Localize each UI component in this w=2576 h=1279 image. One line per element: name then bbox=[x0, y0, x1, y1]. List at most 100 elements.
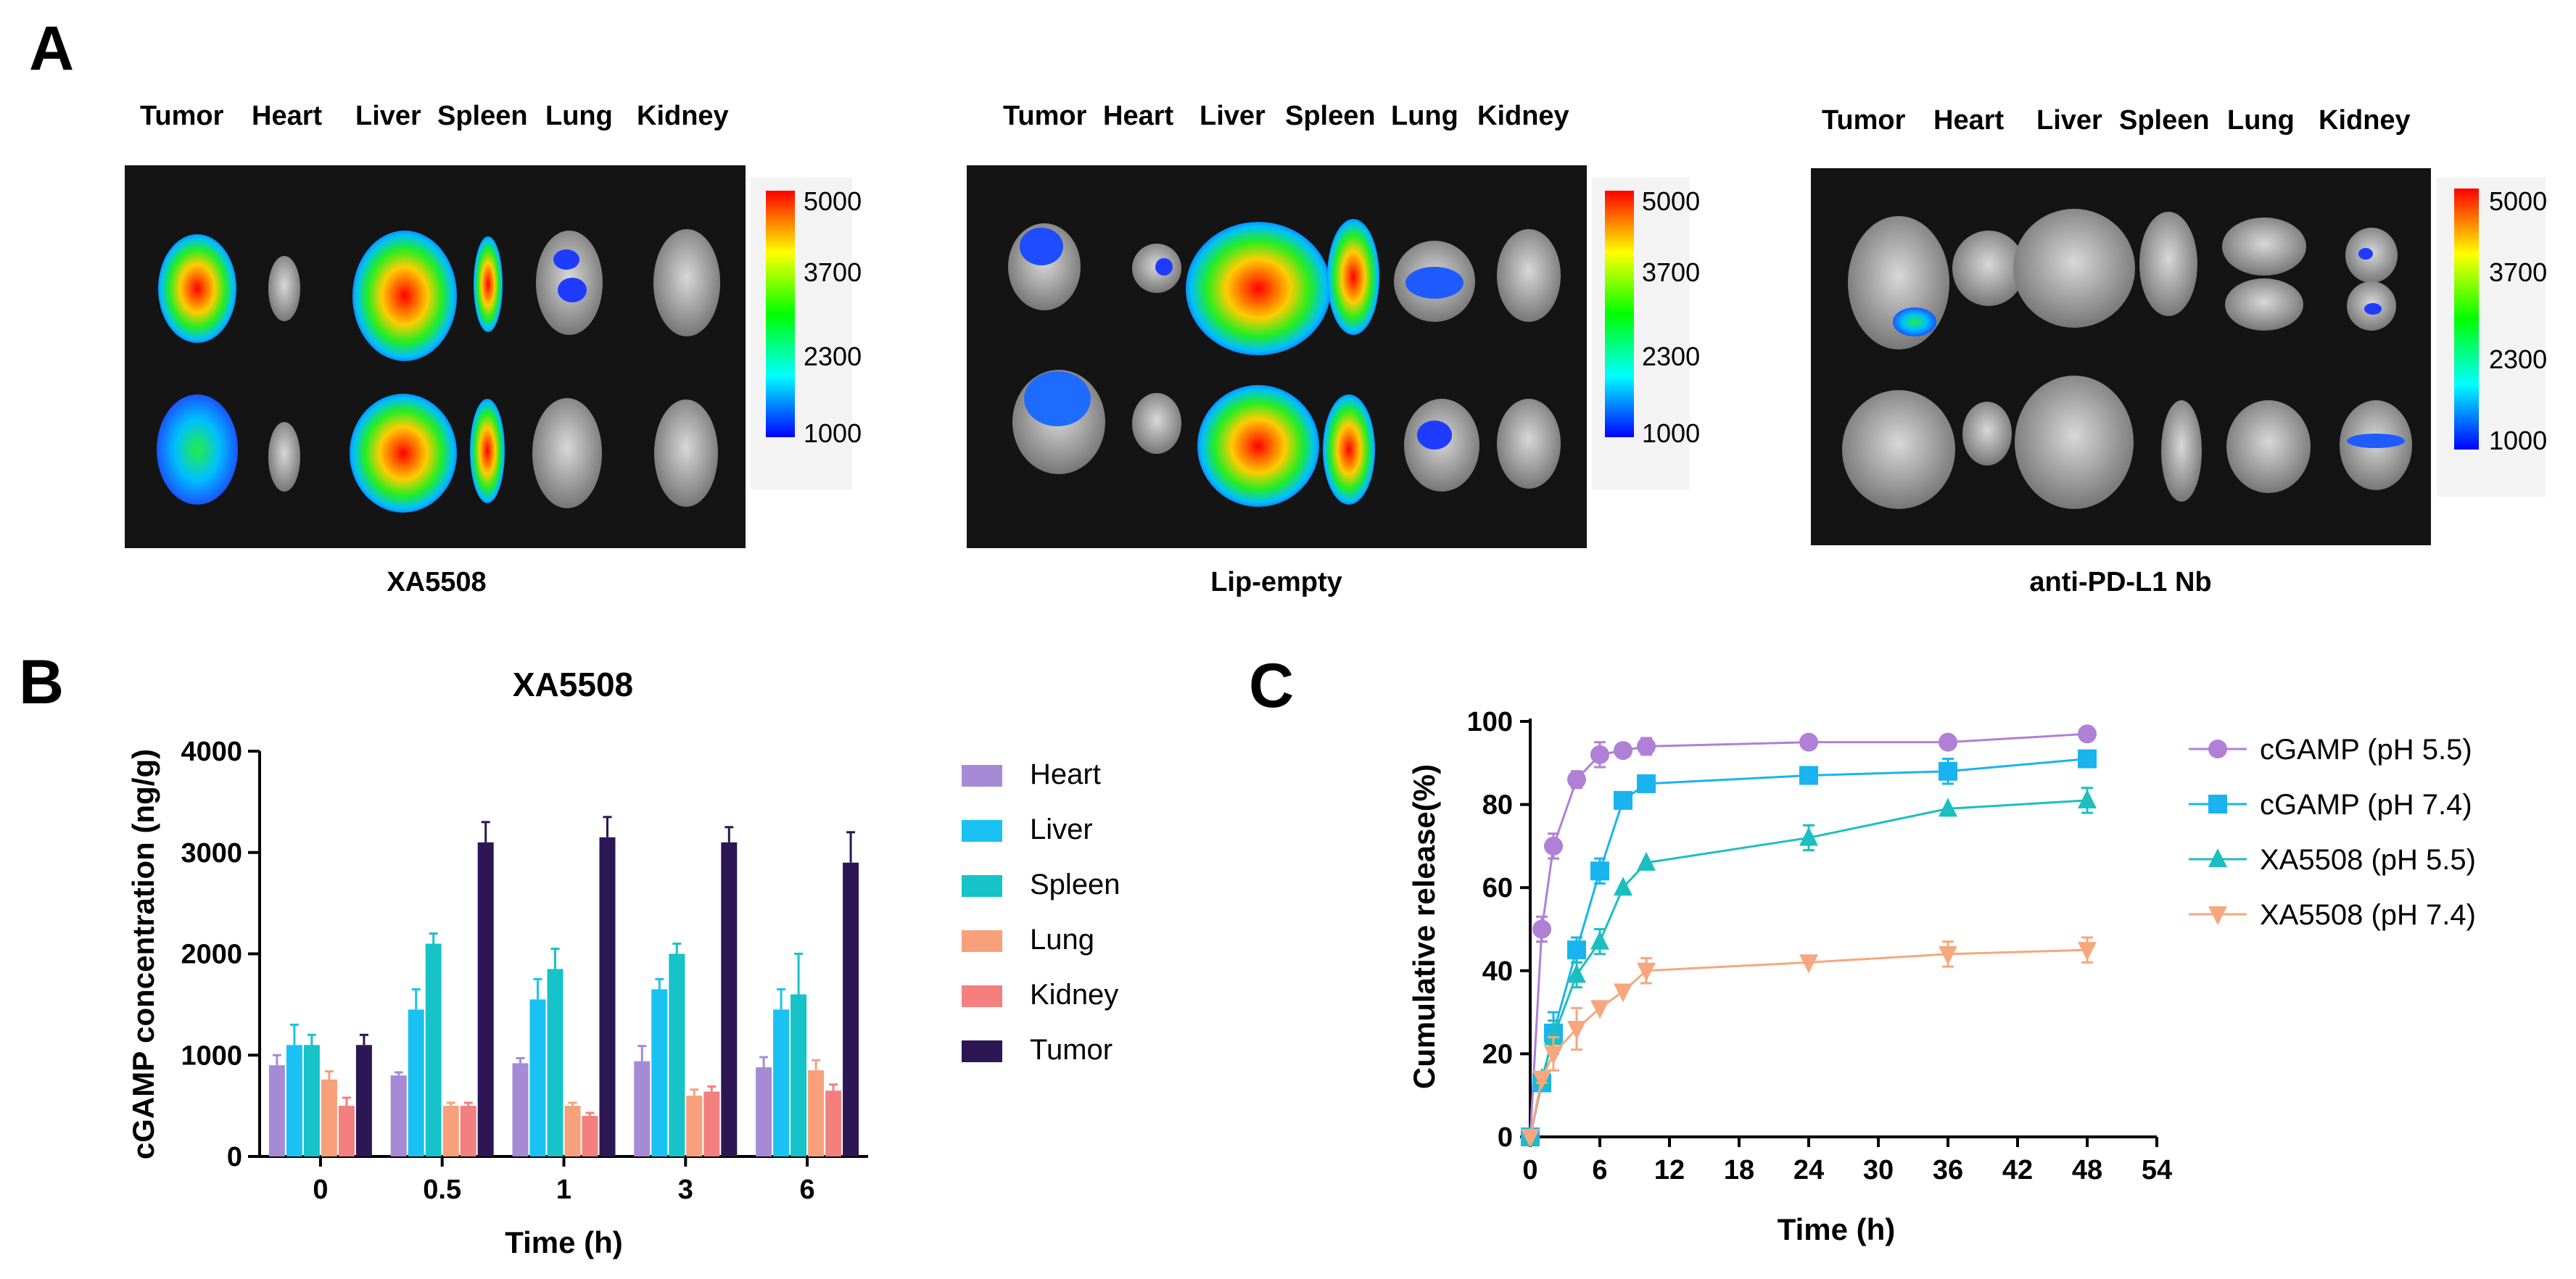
colorbar bbox=[1605, 191, 1634, 437]
bar-tumor bbox=[477, 842, 494, 1156]
organ-label: Heart bbox=[252, 101, 322, 131]
x-tick-label: 24 bbox=[1793, 1155, 1824, 1185]
line-chart: 0 20 40 60 80 100 0 6 12 18 24 30 36 42 48 54 Time (h) Cu… bbox=[1407, 707, 2476, 1246]
data-point bbox=[1567, 1021, 1586, 1040]
data-point bbox=[1799, 954, 1818, 974]
organ-label: Liver bbox=[1200, 101, 1266, 131]
series-xa5508-ph-5-5- bbox=[1521, 787, 2097, 1145]
bar-tumor bbox=[843, 862, 859, 1156]
data-point bbox=[1614, 790, 1632, 810]
legend-swatch bbox=[962, 765, 1002, 787]
data-point bbox=[1544, 1026, 1563, 1046]
y-tick-label: 0 bbox=[1498, 1122, 1513, 1153]
bar-spleen bbox=[790, 994, 807, 1156]
x-axis-label: Time (h) bbox=[505, 1225, 623, 1259]
organ-label: Tumor bbox=[1003, 101, 1087, 131]
data-point bbox=[1799, 766, 1818, 785]
x-tick-label: 48 bbox=[2072, 1155, 2102, 1185]
organ-label: Lung bbox=[545, 101, 613, 131]
bar-spleen bbox=[547, 969, 564, 1156]
legend-swatch bbox=[962, 875, 1002, 897]
colorbar-tick: 2300 bbox=[804, 342, 862, 371]
chart-title: XA5508 bbox=[513, 666, 633, 703]
legend-label: Lung bbox=[1030, 924, 1094, 956]
bar-tumor bbox=[599, 837, 616, 1156]
y-tick-label: 1000 bbox=[181, 1040, 242, 1071]
legend-swatch bbox=[962, 820, 1002, 842]
y-axis-label: Cumulative release(%) bbox=[1407, 764, 1441, 1089]
y-axis-label: cGAMP concentration (ng/g) bbox=[126, 749, 160, 1159]
data-point bbox=[2078, 789, 2097, 808]
data-point bbox=[1637, 774, 1656, 793]
organ-label: Tumor bbox=[1822, 105, 1906, 136]
x-tick-label: 30 bbox=[1863, 1155, 1894, 1185]
series-line bbox=[1529, 799, 2088, 1138]
group-caption: anti-PD-L1 Nb bbox=[2029, 567, 2211, 597]
x-tick-label: 18 bbox=[1724, 1155, 1754, 1185]
data-point bbox=[1532, 919, 1551, 939]
organ-label: Heart bbox=[1933, 105, 2004, 136]
organ-images bbox=[157, 229, 720, 513]
organ-label: Spleen bbox=[437, 101, 528, 131]
legend-marker bbox=[2208, 906, 2227, 925]
legend-swatch bbox=[962, 985, 1002, 1007]
bar-heart bbox=[390, 1075, 407, 1156]
bar-tumor bbox=[355, 1045, 372, 1156]
bar-spleen bbox=[669, 953, 685, 1156]
data-point bbox=[1637, 962, 1656, 982]
data-point bbox=[1799, 827, 1818, 846]
colorbar-tick: 2300 bbox=[1642, 342, 1700, 371]
group-caption: XA5508 bbox=[387, 567, 486, 597]
bar-chart: XA5508 0 1000 2000 3000 4000 0 0.5 1 3 6 Time (h) cG… bbox=[126, 666, 1120, 1259]
bar-lung bbox=[442, 1106, 459, 1156]
organ-label: Liver bbox=[355, 101, 421, 131]
bar-lung bbox=[321, 1079, 337, 1156]
bar-lung bbox=[808, 1070, 825, 1156]
organ-label: Lung bbox=[1391, 101, 1458, 131]
data-point bbox=[1614, 741, 1632, 761]
series-line bbox=[1529, 732, 2088, 1138]
data-point bbox=[1939, 761, 1957, 781]
y-tick-label: 100 bbox=[1467, 707, 1513, 737]
colorbar-tick: 3700 bbox=[804, 257, 862, 287]
organ-label: Kidney bbox=[637, 101, 729, 131]
x-tick-label: 0 bbox=[1522, 1155, 1537, 1185]
data-point bbox=[1799, 732, 1818, 752]
y-tick-label: 3000 bbox=[181, 838, 242, 869]
group-caption: Lip-empty bbox=[1210, 567, 1342, 597]
x-tick-label: 12 bbox=[1654, 1155, 1685, 1185]
y-tick-label: 0 bbox=[227, 1142, 242, 1172]
imaging-group-anti-pd-l1: Tumor Heart Liver Spleen Lung Kidney bbox=[1811, 105, 2547, 597]
legend-swatch bbox=[962, 930, 1002, 952]
bar-liver bbox=[651, 989, 668, 1156]
data-point bbox=[2078, 724, 2097, 744]
data-point bbox=[1939, 732, 1957, 752]
colorbar-tick: 5000 bbox=[804, 186, 862, 216]
data-point bbox=[1939, 945, 1957, 965]
bar-liver bbox=[408, 1009, 424, 1156]
organ-images bbox=[1008, 219, 1561, 507]
x-tick-label: 0.5 bbox=[423, 1175, 461, 1205]
x-tick-label: 3 bbox=[678, 1175, 693, 1205]
colorbar-tick: 1000 bbox=[804, 418, 862, 448]
organ-label: Lung bbox=[2227, 105, 2295, 136]
bar-lung bbox=[564, 1106, 581, 1156]
colorbar-tick: 5000 bbox=[2489, 186, 2547, 216]
organ-label: Kidney bbox=[2319, 105, 2411, 136]
colorbar bbox=[766, 191, 795, 437]
data-point bbox=[1637, 737, 1656, 756]
legend-label: Tumor bbox=[1030, 1034, 1112, 1066]
y-tick-label: 60 bbox=[1482, 873, 1513, 903]
series-xa5508-ph-7-4- bbox=[1521, 936, 2097, 1148]
y-tick-label: 20 bbox=[1482, 1039, 1513, 1069]
y-tick-label: 40 bbox=[1482, 956, 1513, 987]
x-tick-label: 36 bbox=[1933, 1155, 1963, 1185]
bar-kidney bbox=[460, 1106, 476, 1156]
legend-label: Heart bbox=[1030, 758, 1101, 790]
x-tick-label: 54 bbox=[2142, 1155, 2172, 1185]
organ-label: Kidney bbox=[1477, 101, 1569, 131]
x-tick-label: 6 bbox=[1592, 1155, 1607, 1185]
x-tick-label: 42 bbox=[2002, 1155, 2033, 1185]
bar-kidney bbox=[582, 1116, 598, 1156]
y-tick-label: 80 bbox=[1482, 790, 1513, 821]
